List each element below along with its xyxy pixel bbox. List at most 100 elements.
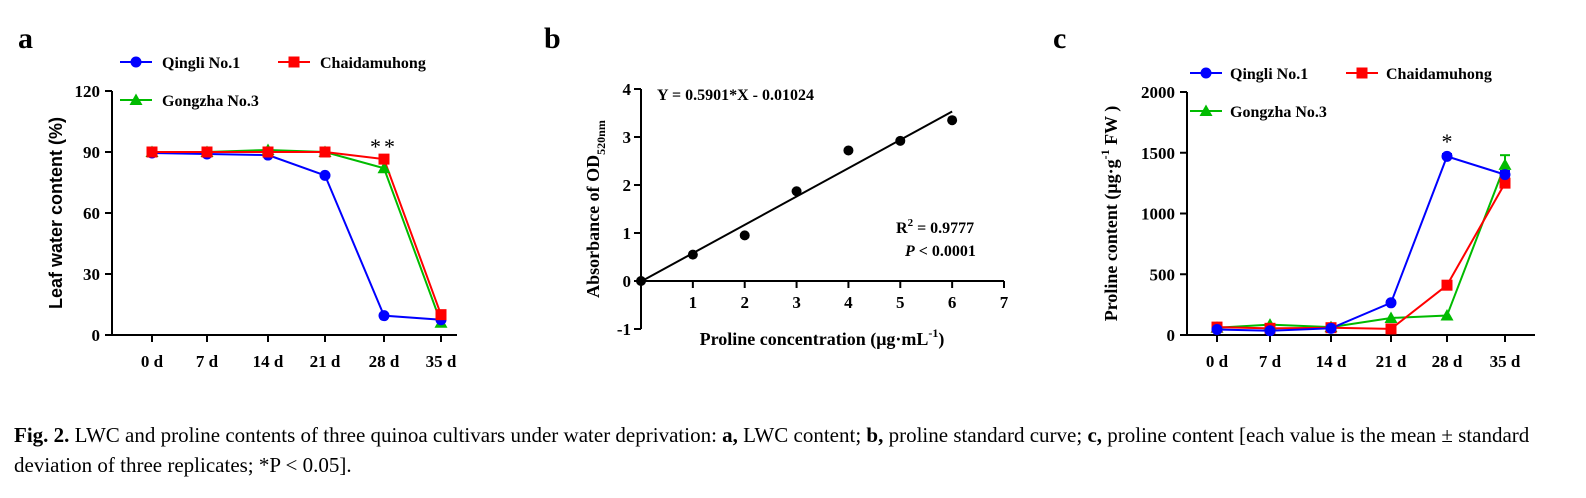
- data-point: [378, 153, 390, 165]
- y-axis-label: Absorbance of OD520nm: [583, 120, 608, 298]
- caption-a-label: a,: [722, 423, 738, 447]
- series-line-chaidamuhong: [1216, 182, 1506, 330]
- y-axis-label: Leaf water content (%): [46, 117, 66, 309]
- data-point: [843, 145, 854, 156]
- x-tick-label: 7 d: [1259, 352, 1282, 371]
- data-point: [1440, 309, 1454, 321]
- series-line-qingli-no-1: [151, 152, 442, 321]
- caption-fig-label: Fig. 2.: [14, 423, 70, 447]
- legend-marker: [288, 56, 300, 68]
- x-tick-label: 28 d: [369, 352, 400, 371]
- caption-b-label: b,: [866, 423, 884, 447]
- legend-label: Qingli No.1: [162, 55, 240, 72]
- panel-letter-c: c: [1053, 22, 1066, 55]
- data-point: [201, 146, 213, 158]
- panel-c: c 0 500 1000 1500 2000 0 d 7 d 14 d 21 d 28 d 35 d P…: [1053, 22, 1535, 371]
- legend-label: Chaidamuhong: [1386, 66, 1492, 83]
- y-tick-label: 0: [1167, 326, 1176, 345]
- data-point: [1499, 177, 1511, 189]
- regression-equation: Y = 0.5901*X - 0.01024: [657, 87, 814, 104]
- legend-marker: [1356, 67, 1368, 79]
- significance-marker: *: [1442, 129, 1453, 154]
- r-squared-label: R2 = 0.9777: [896, 217, 974, 237]
- y-tick-label: 1500: [1141, 144, 1175, 163]
- data-point: [1499, 169, 1511, 181]
- data-point: [739, 230, 750, 241]
- x-tick-label: 5: [896, 293, 905, 312]
- y-tick-label: 90: [83, 143, 100, 162]
- data-point: [319, 169, 331, 181]
- x-tick-label: 1: [689, 293, 698, 312]
- legend-marker: [130, 56, 142, 68]
- series-line-qingli-no-1: [1216, 155, 1506, 332]
- data-point: [435, 309, 447, 321]
- data-point: [1385, 297, 1397, 309]
- x-tick-label: 7: [1000, 293, 1009, 312]
- data-point: [1441, 150, 1453, 162]
- figure-caption: Fig. 2. LWC and proline contents of thre…: [14, 420, 1574, 480]
- x-tick-label: 0 d: [141, 352, 164, 371]
- panel-a: a 0 30 60 90 120 0 d 7 d 14 d 21 d 28 d 35 d Leaf wa…: [18, 22, 457, 371]
- caption-text-1: LWC and proline contents of three quinoa…: [69, 423, 723, 447]
- y-tick-label: 1: [623, 224, 632, 243]
- data-point: [1498, 158, 1512, 170]
- x-tick-label: 6: [948, 293, 957, 312]
- data-point: [1385, 323, 1397, 335]
- data-point: [1264, 325, 1276, 337]
- panel-b: b -1 0 1 2 3 4 1 2 3 4 5 6 7 Proline concentration (μg…: [544, 22, 1009, 350]
- panel-letter-a: a: [18, 22, 33, 55]
- x-tick-label: 3: [792, 293, 801, 312]
- y-tick-label: 4: [623, 80, 632, 99]
- legend-marker: [1200, 67, 1212, 79]
- data-point: [377, 161, 391, 174]
- data-point: [1441, 279, 1453, 291]
- y-axis-label: Proline content (μg·g-1 FW ): [1098, 106, 1122, 322]
- caption-c-label: c,: [1087, 423, 1103, 447]
- series-line-gongzha-no-3: [1216, 164, 1506, 329]
- legend-label: Gongzha No.3: [1230, 104, 1327, 121]
- caption-text-4: proline content [each value is the mean …: [14, 423, 1530, 477]
- data-point: [947, 115, 958, 126]
- y-tick-label: 0: [92, 326, 101, 345]
- x-tick-label: 28 d: [1432, 352, 1463, 371]
- x-tick-label: 35 d: [1490, 352, 1521, 371]
- y-tick-label: 120: [75, 82, 101, 101]
- legend-label: Gongzha No.3: [162, 93, 259, 110]
- y-tick-label: 60: [83, 204, 100, 223]
- y-tick-label: 500: [1150, 265, 1176, 284]
- data-point: [262, 146, 274, 158]
- x-axis-label: Proline concentration (μg·mL-1): [700, 326, 945, 350]
- x-tick-label: 7 d: [196, 352, 219, 371]
- data-point: [636, 276, 646, 286]
- data-point: [895, 135, 906, 146]
- x-tick-label: 0 d: [1206, 352, 1229, 371]
- data-point: [146, 146, 158, 158]
- data-point: [1211, 324, 1223, 336]
- data-point: [687, 249, 698, 260]
- legend-label: Qingli No.1: [1230, 66, 1308, 83]
- legend-marker: [1199, 104, 1213, 116]
- data-point: [378, 310, 390, 322]
- caption-text-3: proline standard curve;: [883, 423, 1088, 447]
- data-point: [319, 146, 331, 158]
- legend-marker: [129, 93, 143, 105]
- x-tick-label: 14 d: [253, 352, 284, 371]
- x-tick-label: 35 d: [426, 352, 457, 371]
- x-tick-label: 14 d: [1316, 352, 1347, 371]
- legend-label: Chaidamuhong: [320, 55, 426, 72]
- x-tick-label: 2: [740, 293, 749, 312]
- y-tick-label: 2000: [1141, 83, 1175, 102]
- caption-text-2: LWC content;: [737, 423, 867, 447]
- significance-marker: **: [370, 134, 398, 159]
- x-tick-label: 21 d: [310, 352, 341, 371]
- x-tick-label: 4: [844, 293, 853, 312]
- y-tick-label: 30: [83, 265, 100, 284]
- y-tick-label: 2: [623, 176, 632, 195]
- series-line-chaidamuhong: [152, 151, 442, 316]
- p-value-label: P < 0.0001: [904, 243, 976, 260]
- y-tick-label: 0: [623, 272, 632, 291]
- data-point: [791, 186, 802, 197]
- data-point: [1325, 322, 1337, 334]
- data-point: [1384, 311, 1398, 323]
